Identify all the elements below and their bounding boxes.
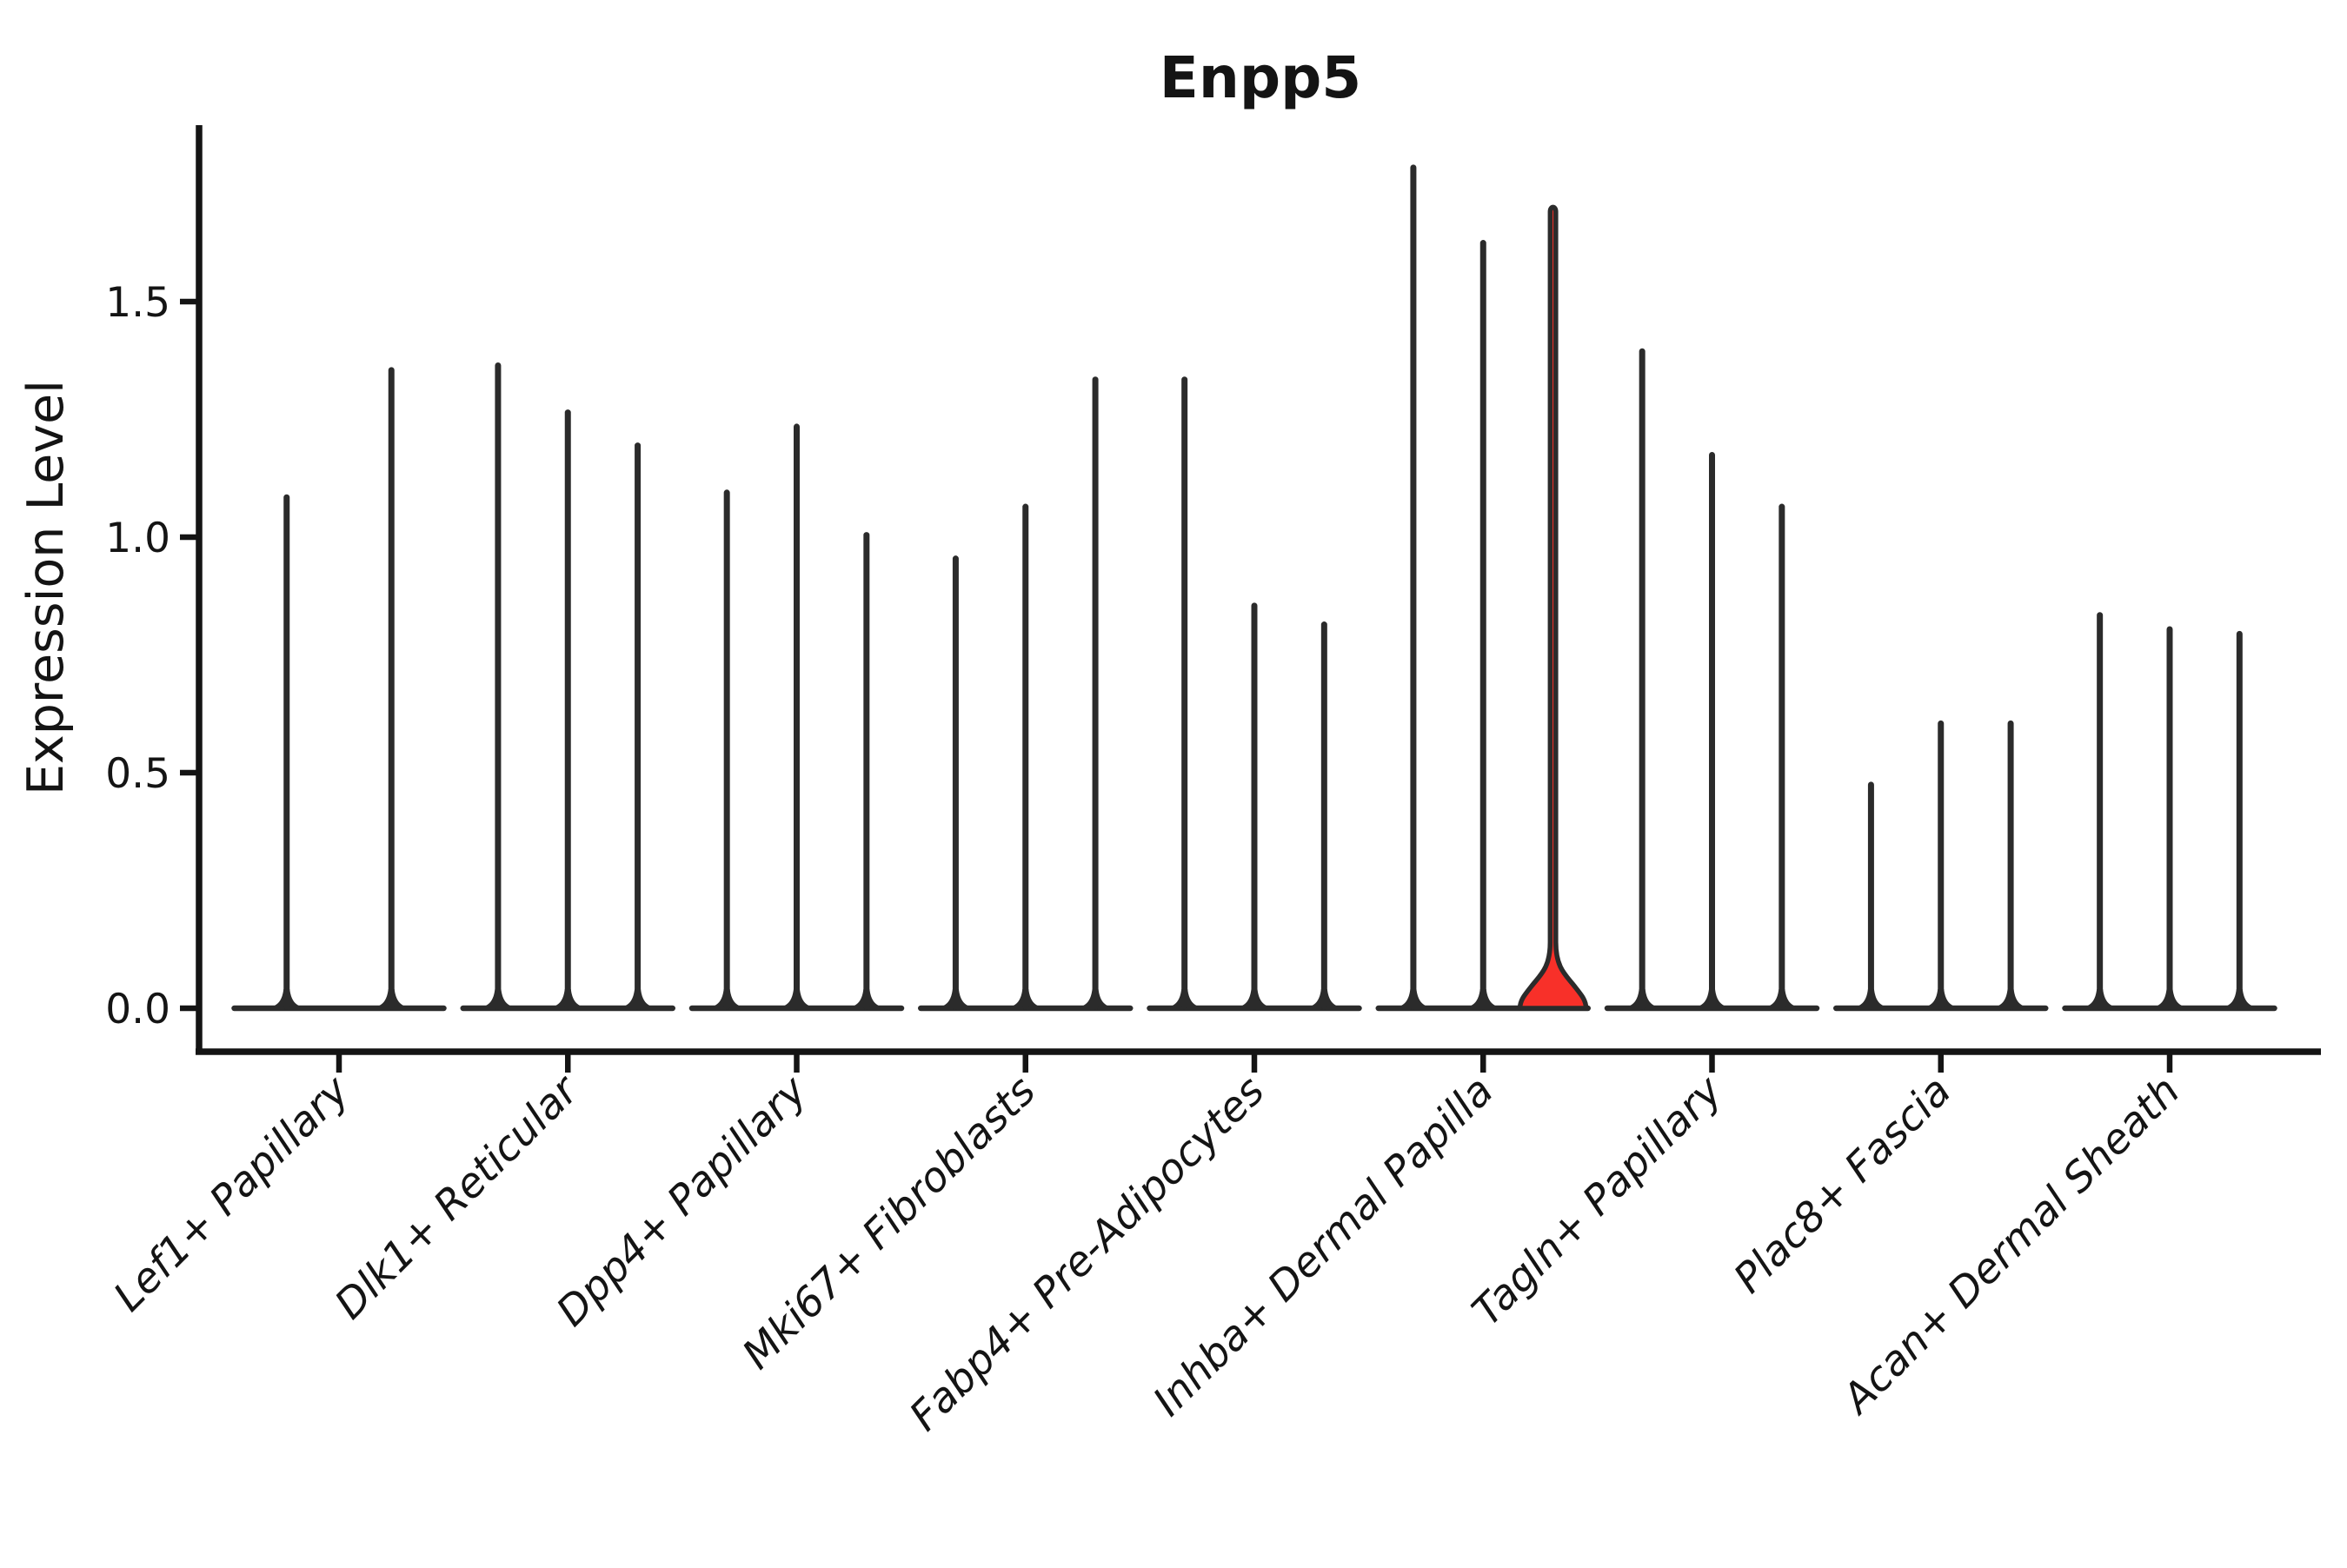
violin-group (918, 376, 1134, 1012)
violin-group (1833, 720, 2049, 1012)
violin-foot-flare (2156, 989, 2184, 1007)
x-tick-label: Plac8+ Fascia (1725, 1067, 1960, 1303)
violin-foot-flare (1170, 989, 1199, 1007)
violin-foot-flare (852, 989, 881, 1007)
plot-title: Enpp5 (1160, 44, 1361, 111)
violin-group (1147, 376, 1362, 1012)
violin-foot-flare (272, 989, 301, 1007)
violin-highlight (1517, 204, 1589, 1011)
violin-foot-flare (554, 989, 582, 1007)
violin-foot-flare (1628, 989, 1657, 1007)
x-tick-label: Dlk1+ Reticular (326, 1066, 589, 1329)
axes-layer (180, 125, 2321, 1073)
violin-foot-flare (1926, 989, 1955, 1007)
violin-foot-flare (941, 989, 970, 1007)
violin-foot-flare (1469, 989, 1498, 1007)
violin-foot-flare (1240, 989, 1268, 1007)
y-tick-label: 1.0 (105, 515, 170, 562)
violin-group (1604, 348, 1820, 1012)
violin-group (1375, 164, 1591, 1012)
violin-foot-flare (1857, 989, 1885, 1007)
violin-foot-flare (1767, 989, 1796, 1007)
violin-foot-flare (1310, 989, 1339, 1007)
violin-foot-flare (713, 989, 741, 1007)
violins-layer (231, 164, 2277, 1012)
violin-foot-flare (1997, 989, 2025, 1007)
x-tick-label: Dpp4+ Papillary (548, 1066, 817, 1336)
x-tick-label: Tagln+ Papillary (1463, 1066, 1732, 1336)
y-tick-label: 0.0 (105, 986, 170, 1033)
violin-foot-flare (1081, 989, 1110, 1007)
violin-foot-flare (1399, 989, 1427, 1007)
violin-foot-flare (2225, 989, 2254, 1007)
violin-foot-flare (623, 989, 652, 1007)
violin-group (688, 423, 905, 1012)
violin-group (460, 362, 675, 1012)
x-tick-label: Lef1+ Papillary (104, 1066, 359, 1321)
y-tick-label: 0.5 (105, 750, 170, 798)
violin-foot-flare (782, 989, 811, 1007)
violin-foot-flare (377, 989, 406, 1007)
violin-foot-flare (2085, 989, 2114, 1007)
violin-group (231, 367, 447, 1012)
y-tick-label: 1.5 (105, 279, 170, 327)
violin-foot-flare (1698, 989, 1726, 1007)
y-axis-label: Expression Level (17, 380, 75, 795)
violin-foot-flare (483, 989, 512, 1007)
violin-foot-flare (1011, 989, 1040, 1007)
violin-group (2062, 612, 2277, 1012)
